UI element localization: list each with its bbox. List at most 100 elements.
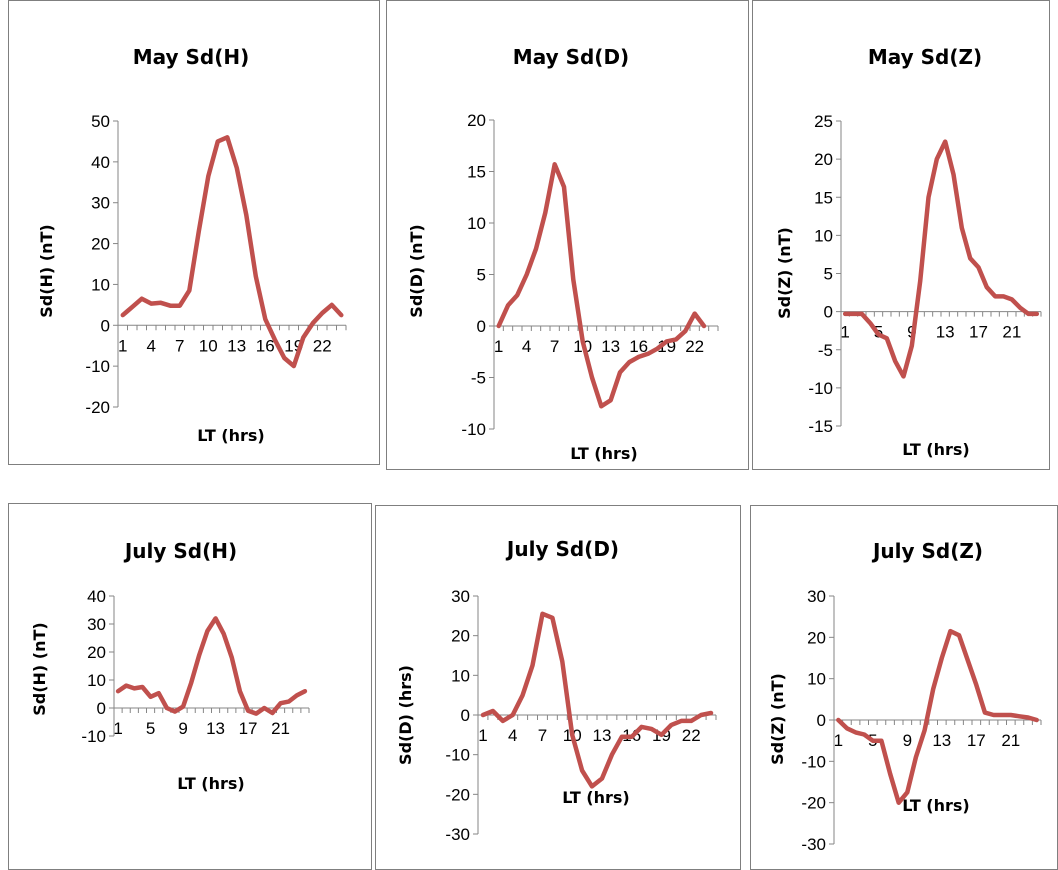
chart-svg: July Sd(H) Sd(H) (nT) LT (hrs) -10 0 10 20 30 40… bbox=[30, 539, 310, 793]
y-tick-label: -10 bbox=[801, 752, 826, 771]
y-tick-label: -30 bbox=[445, 825, 470, 844]
y-tick-label: 25 bbox=[814, 112, 833, 131]
x-axis-label: LT (hrs) bbox=[902, 440, 969, 459]
y-tick-label: 20 bbox=[87, 643, 106, 662]
y-tick-label: 30 bbox=[91, 194, 110, 213]
y-tick-label: -5 bbox=[471, 369, 486, 388]
x-tick-label: 16 bbox=[629, 337, 648, 356]
x-tick-label: 9 bbox=[903, 731, 912, 750]
chart-svg: May Sd(Z) Sd(Z) (nT) LT (hrs) -15 -10 -5 0 5 10 1… bbox=[775, 45, 1042, 459]
y-tick-label: 20 bbox=[467, 111, 486, 130]
x-tick-label: 21 bbox=[1002, 323, 1021, 342]
chart-svg: July Sd(D)Sd(D) (hrs)LT (hrs)-30-20-1001… bbox=[396, 537, 717, 844]
x-tick-label: 1 bbox=[113, 719, 122, 738]
y-tick-label: 0 bbox=[817, 711, 826, 730]
y-tick-label: 10 bbox=[814, 226, 833, 245]
y-tick-label: 10 bbox=[451, 666, 470, 685]
x-tick-label: 7 bbox=[175, 336, 184, 355]
y-tick-label: 10 bbox=[807, 670, 826, 689]
y-tick-label: -10 bbox=[808, 379, 833, 398]
y-tick-label: 15 bbox=[467, 163, 486, 182]
x-tick-label: 21 bbox=[271, 719, 290, 738]
y-axis-label: Sd(Z) (nT) bbox=[775, 227, 794, 319]
x-tick-label: 4 bbox=[147, 336, 156, 355]
y-tick-label: 40 bbox=[87, 587, 106, 606]
y-tick-label: 20 bbox=[451, 627, 470, 646]
x-tick-label: 5 bbox=[146, 719, 155, 738]
y-tick-label: 5 bbox=[477, 266, 486, 285]
y-tick-label: -30 bbox=[801, 835, 826, 854]
series-line bbox=[115, 616, 308, 716]
y-axis-label: Sd(H) (nT) bbox=[30, 622, 49, 716]
y-tick-label: -5 bbox=[818, 341, 833, 360]
y-tick-label: 0 bbox=[477, 317, 486, 336]
y-tick-label: 0 bbox=[461, 706, 470, 725]
chart-title: July Sd(D) bbox=[505, 537, 619, 561]
y-tick-label: -10 bbox=[85, 357, 110, 376]
x-axis-label: LT (hrs) bbox=[177, 774, 244, 793]
chart-panel-july-sd-h: July Sd(H) Sd(H) (nT) LT (hrs) -10 0 10 20 30 40… bbox=[8, 503, 372, 870]
y-axis-label: Sd(H) (nT) bbox=[37, 224, 56, 318]
chart-svg: July Sd(Z) Sd(Z) (nT) LT (hrs) -30 -20 -10 0 10… bbox=[768, 539, 1042, 854]
chart-panel-july-sd-z: July Sd(Z) Sd(Z) (nT) LT (hrs) -30 -20 -10 0 10… bbox=[750, 505, 1058, 870]
chart-title: July Sd(H) bbox=[123, 539, 237, 563]
series-line bbox=[836, 628, 1039, 805]
x-tick-label: 17 bbox=[969, 323, 988, 342]
y-tick-label: 10 bbox=[467, 214, 486, 233]
x-tick-label: 4 bbox=[522, 337, 531, 356]
chart-title: July Sd(Z) bbox=[871, 539, 983, 563]
y-tick-label: -10 bbox=[445, 746, 470, 765]
x-tick-label: 7 bbox=[538, 726, 547, 745]
x-tick-label: 7 bbox=[550, 337, 559, 356]
x-tick-label: 1 bbox=[494, 337, 503, 356]
y-tick-label: -20 bbox=[801, 794, 826, 813]
x-tick-label: 22 bbox=[682, 726, 701, 745]
x-tick-label: 13 bbox=[932, 731, 951, 750]
x-axis-label: LT (hrs) bbox=[570, 444, 637, 463]
y-tick-label: 20 bbox=[807, 628, 826, 647]
x-tick-label: 1 bbox=[840, 323, 849, 342]
y-tick-label: 20 bbox=[814, 150, 833, 169]
y-tick-label: 30 bbox=[87, 615, 106, 634]
x-tick-label: 13 bbox=[227, 336, 246, 355]
y-tick-label: -10 bbox=[461, 420, 486, 439]
chart-panel-july-sd-d: July Sd(D) Sd(D) (hrs) LT (hrs) -30 -20 -10 0 1… bbox=[375, 505, 741, 870]
series-line bbox=[496, 162, 707, 409]
chart-panel-may-sd-d: May Sd(D) Sd(D) (nT) LT (hrs) -10 -5 0 5 10 15 20… bbox=[386, 0, 749, 470]
x-tick-label: 17 bbox=[239, 719, 258, 738]
x-axis-label: LT (hrs) bbox=[562, 788, 629, 807]
chart-svg: May Sd(D) Sd(D) (nT) LT (hrs) -10 -5 0 5 10 15 20… bbox=[407, 45, 719, 463]
x-tick-label: 9 bbox=[178, 719, 187, 738]
y-tick-label: 0 bbox=[824, 303, 833, 322]
chart-title: May Sd(D) bbox=[513, 45, 629, 69]
y-tick-label: 10 bbox=[87, 671, 106, 690]
y-tick-label: 30 bbox=[807, 587, 826, 606]
x-tick-label: 1 bbox=[834, 731, 843, 750]
y-tick-label: 20 bbox=[91, 235, 110, 254]
chart-title: May Sd(H) bbox=[133, 45, 250, 69]
x-tick-label: 13 bbox=[592, 726, 611, 745]
x-tick-label: 13 bbox=[206, 719, 225, 738]
y-tick-label: 15 bbox=[814, 188, 833, 207]
y-axis-label: Sd(Z) (nT) bbox=[768, 673, 787, 765]
y-tick-label: 50 bbox=[91, 112, 110, 131]
y-tick-label: 40 bbox=[91, 153, 110, 172]
x-tick-label: 13 bbox=[601, 337, 620, 356]
x-tick-label: 1 bbox=[118, 336, 127, 355]
series-line bbox=[480, 611, 714, 789]
chart-title: May Sd(Z) bbox=[868, 45, 982, 69]
y-tick-label: -15 bbox=[808, 417, 833, 436]
x-tick-label: 22 bbox=[685, 337, 704, 356]
x-tick-label: 21 bbox=[1001, 731, 1020, 750]
x-tick-label: 1 bbox=[478, 726, 487, 745]
series-line bbox=[120, 135, 344, 369]
x-tick-label: 13 bbox=[936, 323, 955, 342]
y-tick-label: 30 bbox=[451, 587, 470, 606]
y-tick-label: 0 bbox=[97, 699, 106, 718]
x-axis-label: LT (hrs) bbox=[197, 426, 264, 445]
series-line bbox=[842, 139, 1040, 379]
chart-panel-may-sd-h: May Sd(H) Sd(H) (nT) LT (hrs) -20 -10 0 10 20 30… bbox=[8, 0, 380, 465]
x-tick-label: 17 bbox=[967, 731, 986, 750]
chart-panel-may-sd-z: May Sd(Z) Sd(Z) (nT) LT (hrs) -15 -10 -5 0 5 10 1… bbox=[752, 0, 1050, 470]
x-axis-label: LT (hrs) bbox=[902, 796, 969, 815]
